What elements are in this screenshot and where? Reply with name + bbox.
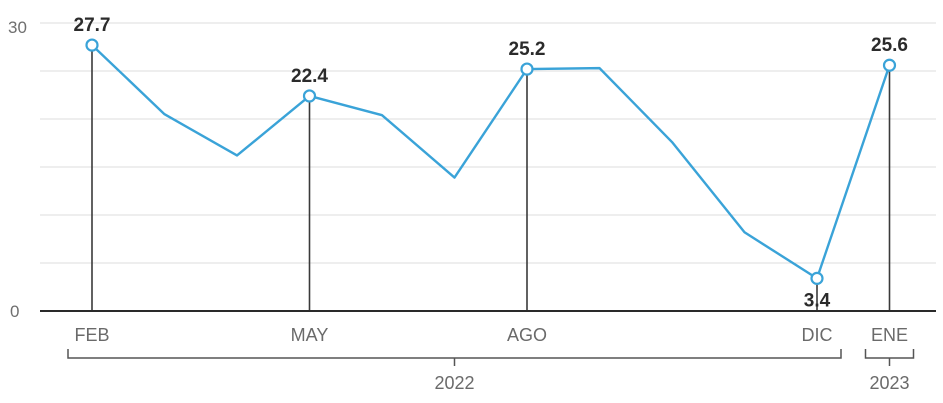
x-tick-label: MAY [291,325,329,345]
y-tick-label-bottom: 0 [10,302,19,321]
x-tick-label: DIC [802,325,833,345]
data-label: 25.2 [509,39,546,60]
point-marker [882,58,897,72]
year-groups: 2022 2023 [67,349,915,393]
year-label: 2023 [869,373,909,393]
series-path [91,44,891,280]
data-label: 3.4 [804,290,831,311]
x-tick-label: FEB [74,325,109,345]
data-label: 27.7 [74,15,111,36]
stem-lines [91,45,891,311]
point-marker [520,62,534,76]
point-markers [85,38,897,285]
series-line [91,44,891,280]
year-bracket [67,349,842,366]
point-marker [85,38,99,52]
x-tick-label: AGO [507,325,547,345]
point-marker [810,271,824,285]
year-label: 2022 [434,373,474,393]
point-marker [302,89,317,103]
x-tick-label: ENE [871,325,908,345]
gridlines [40,22,936,264]
year-bracket [864,349,915,366]
data-label: 25.6 [871,35,908,56]
y-tick-label-top: 30 [8,18,27,37]
data-label: 22.4 [291,66,328,87]
data-labels: 27.7 22.4 25.2 3.4 25.6 [74,15,908,311]
x-tick-labels: FEB MAY AGO DIC ENE [74,325,908,345]
